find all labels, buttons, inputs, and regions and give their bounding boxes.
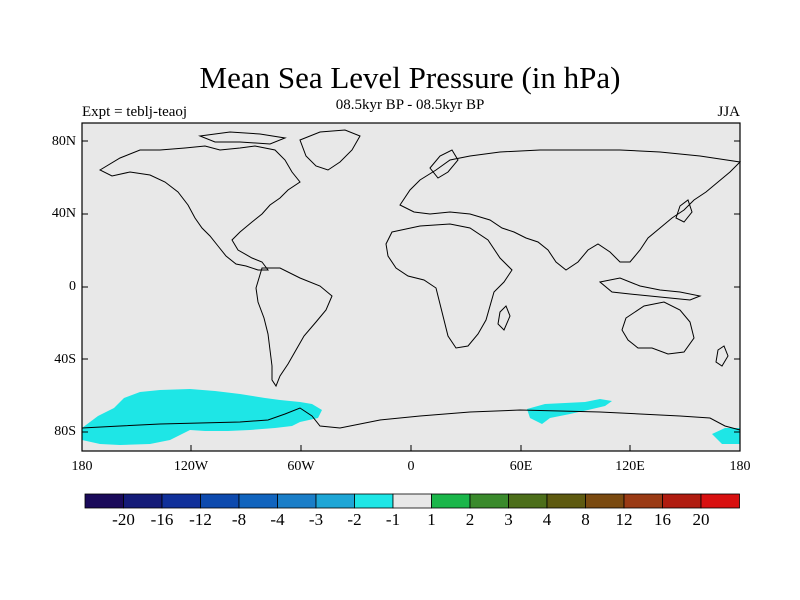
lon-tick-0: 0	[407, 459, 415, 474]
colorbar-swatch	[277, 493, 317, 509]
colorbar-label: 4	[542, 510, 552, 529]
colorbar-swatch	[315, 493, 355, 509]
coast-scandinavia	[429, 149, 459, 179]
coast-north-america	[98, 145, 301, 271]
colorbar-swatch	[392, 493, 432, 509]
colorbar-swatch	[354, 493, 394, 509]
colorbar-label: -4	[270, 510, 285, 529]
colorbar-swatch	[161, 493, 201, 509]
coast-japan	[675, 199, 693, 223]
colorbar-label: -12	[189, 510, 212, 529]
colorbar-label: -16	[150, 510, 174, 529]
colorbar-swatch	[508, 493, 548, 509]
anomaly-patch-pacific-southern-ocean	[82, 389, 322, 445]
map-subtitle: 08.5kyr BP - 08.5kyr BP	[335, 97, 485, 113]
axis-ticks	[81, 140, 741, 451]
colorbar-label: 20	[692, 510, 710, 529]
colorbar-label: 1	[427, 510, 436, 529]
colorbar-swatch	[585, 493, 625, 509]
colorbar-swatch	[469, 493, 509, 509]
colorbar-swatch	[700, 493, 740, 509]
lon-tick-120e: 120E	[615, 459, 645, 474]
coast-australia	[621, 301, 695, 355]
experiment-label: Expt = teblj-teaoj	[82, 104, 188, 120]
coast-madagascar	[497, 305, 511, 331]
anomaly-patch-near-180e	[712, 428, 740, 444]
coast-eurasia	[399, 149, 742, 271]
coast-maritime-asia	[598, 277, 702, 301]
colorbar-label: -1	[385, 510, 401, 529]
colorbar-swatch	[123, 493, 163, 509]
colorbar-label: 3	[504, 510, 513, 529]
coast-new-zealand	[715, 345, 729, 367]
lon-tick-180-east: 180	[729, 459, 751, 474]
colorbar-label: -8	[231, 510, 247, 529]
colorbar-label: 2	[465, 510, 475, 529]
lon-tick-180-west: 180	[71, 459, 93, 474]
map-title: Mean Sea Level Pressure (in hPa)	[199, 60, 621, 95]
coast-south-america	[255, 267, 333, 388]
coastlines	[81, 129, 742, 431]
colorbar-swatch	[623, 493, 663, 509]
lon-tick-60e: 60E	[509, 459, 533, 474]
lon-tick-120w: 120W	[173, 459, 209, 474]
coast-greenland	[299, 129, 361, 171]
lon-tick-60w: 60W	[287, 459, 315, 474]
colorbar-label: 12	[615, 510, 633, 529]
colorbar-swatch	[431, 493, 471, 509]
colorbar-swatch	[238, 493, 278, 509]
colorbar-label: 8	[581, 510, 590, 529]
coast-africa	[385, 223, 513, 349]
colorbar-swatch	[200, 493, 240, 509]
colorbar-swatch	[84, 493, 124, 509]
colorbar-label: -3	[308, 510, 324, 529]
coast-antarctica	[81, 407, 741, 431]
lat-tick-80s: 80S	[54, 424, 76, 439]
colorbar-swatch	[546, 493, 586, 509]
season-label: JJA	[717, 104, 740, 120]
lat-tick-0: 0	[69, 279, 76, 294]
coast-arctic-islands	[198, 131, 287, 145]
colorbar	[84, 493, 740, 509]
colorbar-label: -20	[112, 510, 135, 529]
lat-tick-80n: 80N	[51, 134, 76, 149]
colorbar-label: -2	[347, 510, 362, 529]
colorbar-swatch	[662, 493, 702, 509]
lat-tick-40s: 40S	[54, 352, 76, 367]
colorbar-label: 16	[654, 510, 671, 529]
lat-tick-40n: 40N	[51, 206, 76, 221]
